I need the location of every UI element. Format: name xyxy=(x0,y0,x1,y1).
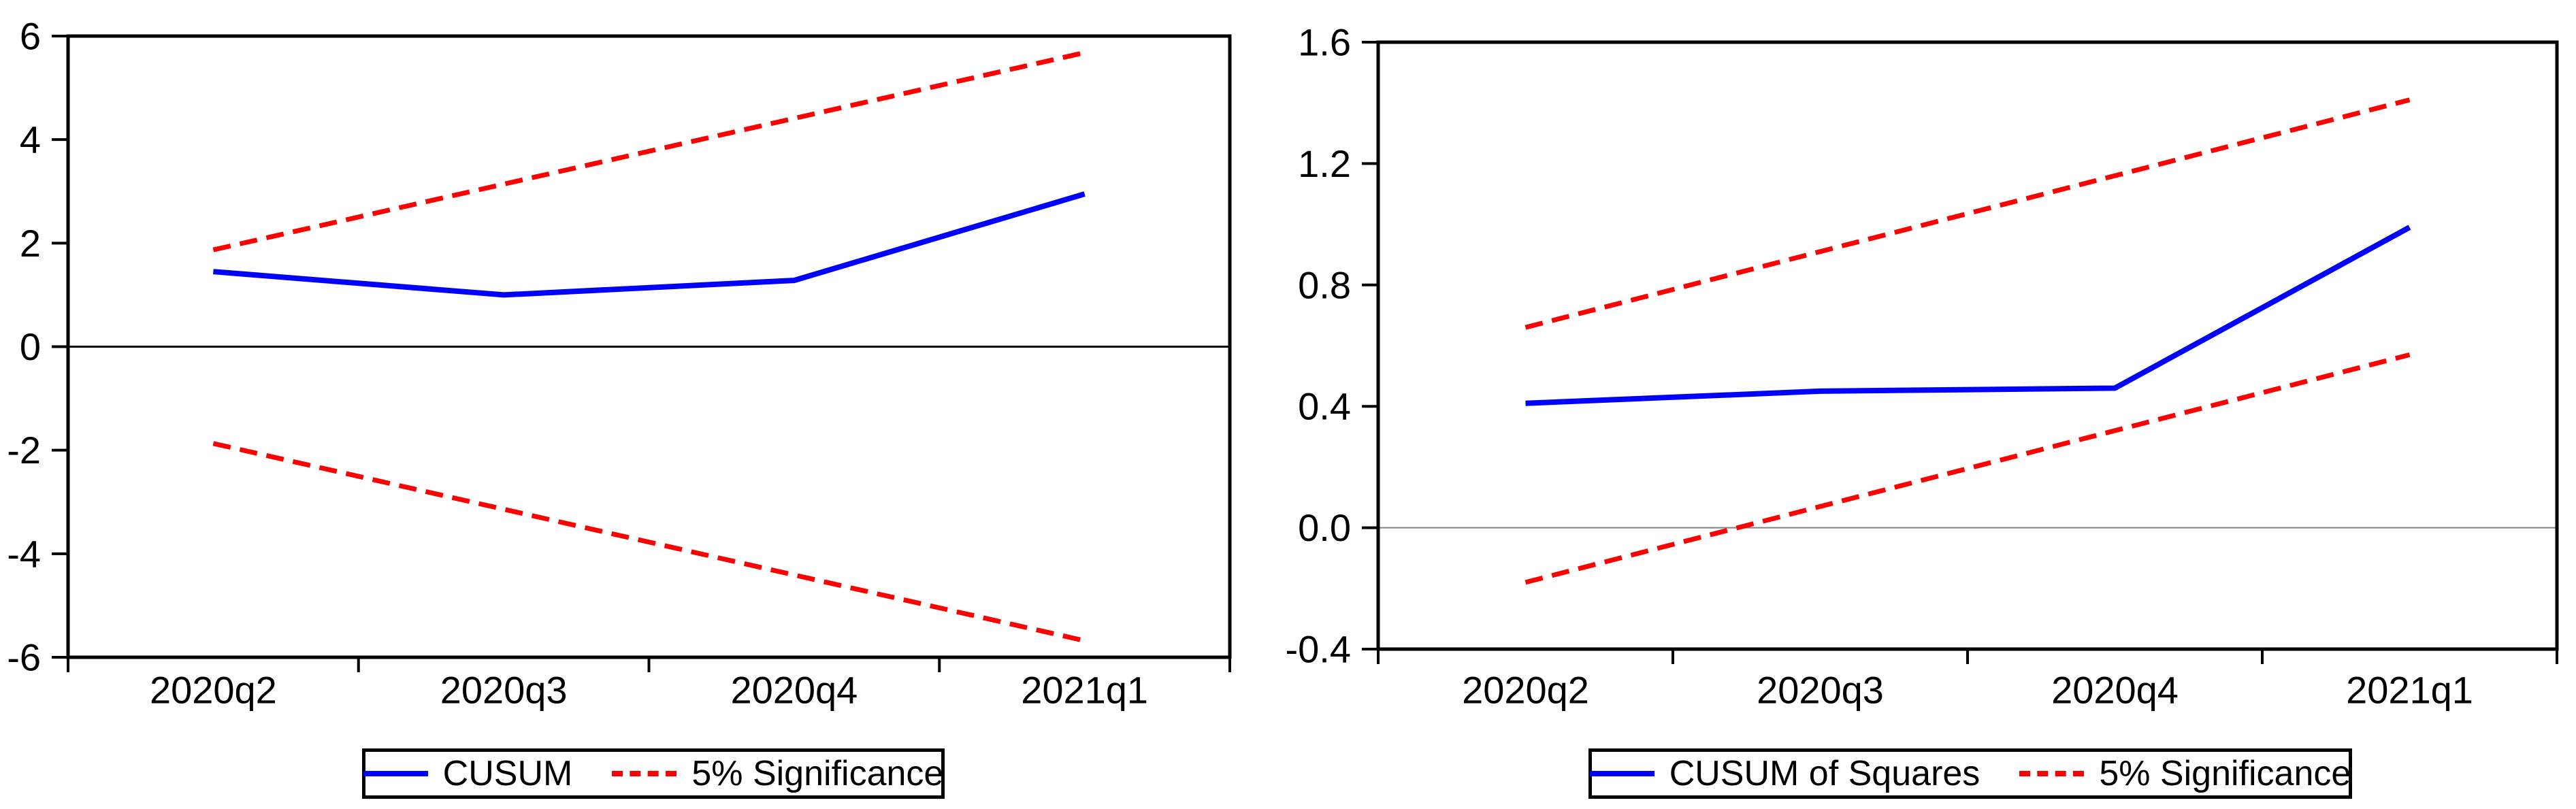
cusum-y-tick-label: 2 xyxy=(20,222,41,265)
cusum-y-tick-label: -6 xyxy=(7,636,41,679)
legend-label: 5% Significance xyxy=(2099,754,2351,793)
cusum-of-squares-line-swatch xyxy=(1589,771,1654,776)
legend-item-5-significance: 5% Significance xyxy=(2019,753,2351,794)
legend-label: CUSUM xyxy=(442,754,573,793)
5-significance-line-swatch xyxy=(612,771,677,776)
cusum-of-squares-5-significance-upper-line xyxy=(1525,97,2411,330)
cusum-of-squares-y-tick-label: -0.4 xyxy=(1286,628,1352,671)
cusum-y-tick-label: 0 xyxy=(20,325,41,368)
cusum-x-label-2021q1: 2021q1 xyxy=(1021,669,1148,712)
cusum-x-label-2020q4: 2020q4 xyxy=(730,669,858,712)
legend-item-cusum-of-squares: CUSUM of Squares xyxy=(1589,753,1980,794)
cusum-of-squares-cusum-of-squares-line xyxy=(1525,225,2411,406)
cusum-of-squares-x-label-2021q1: 2021q1 xyxy=(2346,669,2473,712)
cusum-of-squares-y-tick-label: 1.2 xyxy=(1298,142,1351,185)
cusum-of-squares-y-tick-label: 0.4 xyxy=(1298,385,1351,428)
cusum-of-squares-x-label-2020q4: 2020q4 xyxy=(2051,669,2179,712)
cusum-y-tick-label: 6 xyxy=(20,15,41,58)
cusum-y-tick-label: -2 xyxy=(7,429,41,472)
5-significance-line-swatch xyxy=(2019,771,2085,776)
cusum-line-swatch xyxy=(363,771,428,776)
cusum-of-squares-x-label-2020q3: 2020q3 xyxy=(1757,669,1884,712)
cusum-of-squares-y-tick-label: 0.8 xyxy=(1298,263,1351,306)
cusum-cusum-line xyxy=(213,191,1086,298)
cusum-of-squares-y-tick-label: 1.6 xyxy=(1298,21,1351,64)
cusum-5-significance-lower-line xyxy=(212,441,1086,644)
cusum-legend: CUSUM 5% Significance xyxy=(362,748,945,799)
cusum-of-squares-plot-border xyxy=(1376,40,2559,651)
legend-item-cusum: CUSUM xyxy=(363,753,573,794)
cusum-y-tick-label: -4 xyxy=(7,532,41,575)
legend-item-5-significance: 5% Significance xyxy=(612,753,943,794)
cusum-5-significance-upper-line xyxy=(212,50,1086,252)
cusum-x-label-2020q2: 2020q2 xyxy=(150,669,277,712)
cusum-x-label-2020q3: 2020q3 xyxy=(440,669,568,712)
cusum-of-squares-legend: CUSUM of Squares 5% Significance xyxy=(1588,748,2352,799)
legend-label: CUSUM of Squares xyxy=(1669,754,1980,793)
legend-label: 5% Significance xyxy=(691,754,944,793)
cusum-y-tick-label: 4 xyxy=(20,118,41,161)
cusum-of-squares-y-tick-label: 0.0 xyxy=(1298,506,1351,549)
cusum-of-squares-5-significance-lower-line xyxy=(1525,352,2411,585)
cusum-of-squares-x-label-2020q2: 2020q2 xyxy=(1462,669,1589,712)
